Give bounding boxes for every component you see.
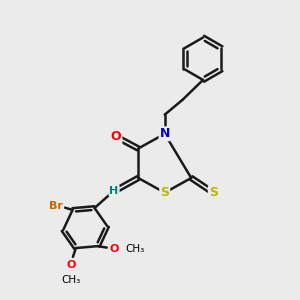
- Text: CH₃: CH₃: [125, 244, 145, 254]
- Text: O: O: [111, 130, 122, 143]
- Text: S: S: [160, 186, 169, 199]
- Text: N: N: [160, 127, 170, 140]
- Text: O: O: [110, 244, 119, 254]
- Text: Br: Br: [50, 200, 63, 211]
- Text: O: O: [67, 260, 76, 270]
- Text: H: H: [110, 186, 119, 196]
- Text: S: S: [209, 186, 218, 199]
- Text: CH₃: CH₃: [62, 274, 81, 284]
